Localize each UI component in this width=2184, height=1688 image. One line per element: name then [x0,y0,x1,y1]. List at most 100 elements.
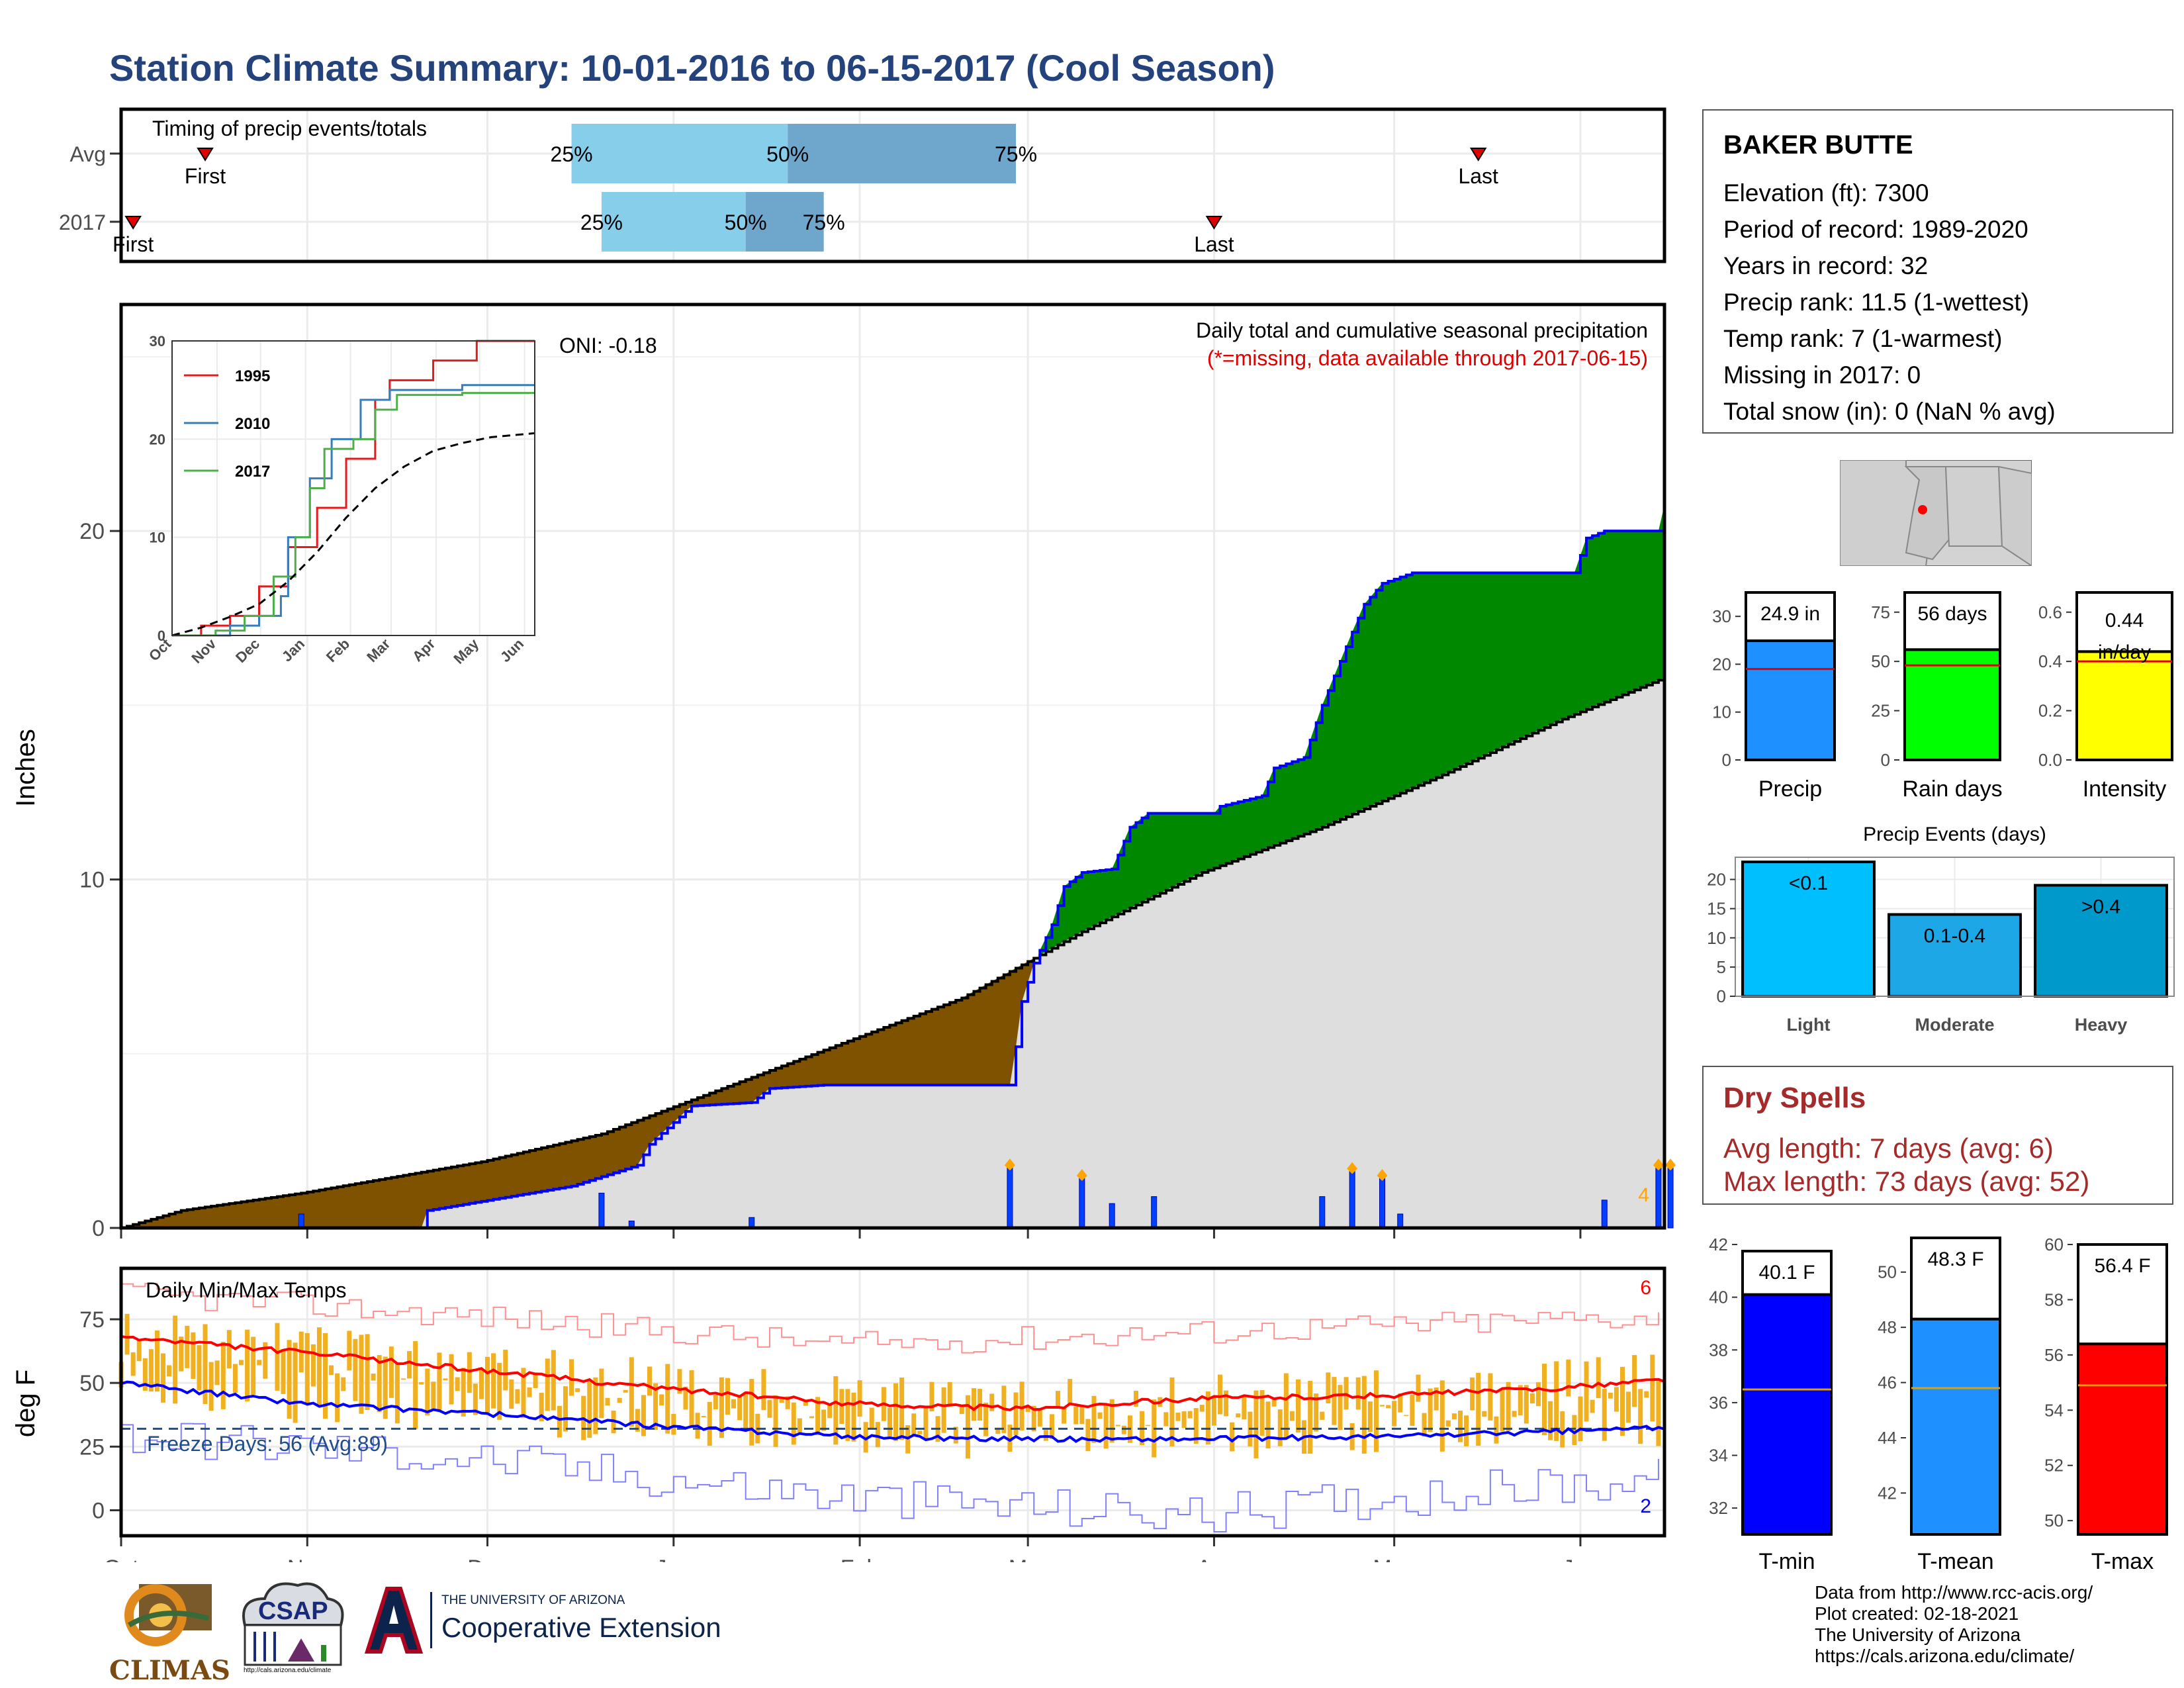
temp-daily-bar [497,1362,502,1420]
events-category-label: Light [1787,1015,1831,1035]
temp-daily-bar [1428,1388,1433,1432]
temp-summary-ytick-label: 36 [1709,1393,1728,1413]
temp-summary-ytick-label: 58 [2044,1289,2064,1309]
temp-daily-bar [1656,1380,1661,1446]
summary-value: 56 days [1917,603,1987,625]
temp-daily-bar [1398,1393,1403,1413]
temp-summary-ytick-label: 56 [2044,1345,2064,1365]
events-ytick-label: 5 [1717,957,1726,977]
temp-daily-bar [208,1362,214,1411]
temp-daily-bar [635,1409,640,1432]
temp-daily-bar [478,1368,484,1399]
temp-daily-bar [185,1325,190,1368]
csap-text: CSAP [258,1597,328,1625]
temp-daily-bar [779,1399,784,1403]
csap-logo: CSAP http://cals.arizona.edu/climate [232,1579,351,1678]
temp-daily-bar [653,1383,659,1430]
temp-daily-bar [1638,1389,1643,1444]
temp-summary-ytick-label: 42 [1709,1235,1728,1254]
summary-ytick-label: 0.6 [2038,602,2062,622]
temp-daily-bar [455,1377,460,1391]
timing-marker-label: Last [1458,164,1498,188]
ua-block-a-icon [364,1587,424,1654]
summary-label-box [1745,591,1836,643]
temp-daily-bar [383,1356,388,1419]
temp-daily-bar [875,1422,880,1448]
summary-ytick-label: 75 [1871,602,1890,622]
temp-daily-bar [1650,1354,1655,1422]
temp-daily-bar [124,1313,130,1355]
timing-pct-label: 75% [995,142,1037,166]
temp-daily-bar [521,1368,526,1419]
ua-big-text: Cooperative Extension [441,1612,721,1643]
inset-legend-label: 2010 [235,415,270,433]
temp-daily-bar [1560,1411,1565,1448]
temp-daily-bar [154,1330,159,1392]
temp-daily-bar [214,1360,220,1385]
temp-daily-bar [443,1378,448,1381]
temp-daily-bar [197,1345,202,1391]
timing-frame [119,107,1666,263]
station-stat: Total snow (in): 0 (NaN % avg) [1723,398,2056,425]
temp-daily-bar [179,1336,184,1372]
temp-daily-bar [1205,1391,1210,1445]
temp-daily-bar [503,1349,508,1391]
summary-value: in/day [2098,641,2151,663]
timing-label: Timing of precip events/totals [152,117,427,140]
temp-frame [119,1266,1666,1538]
temp-daily-bar [293,1342,298,1423]
summary-bar [1745,639,1836,761]
temp-daily-bar [731,1399,737,1409]
events-ytick-label: 10 [1707,928,1726,948]
timing-marker-icon [1205,216,1223,230]
temp-ytick-label: 50 [79,1371,105,1396]
temp-summary-bar [2077,1342,2168,1536]
events-bar [2034,884,2168,998]
temp-min-avg-line [120,1380,1665,1443]
temp-daily-bar [989,1393,995,1411]
temp-daily-bar [647,1366,653,1396]
temp-ytick-label: 0 [92,1499,105,1524]
temp-daily-bar [1410,1394,1415,1426]
temp-summary-ytick-label: 34 [1709,1446,1728,1466]
temp-daily-bar [287,1340,292,1419]
temp-daily-bar [899,1378,905,1440]
temp-daily-bar [1211,1396,1216,1426]
timing-marker-label: Last [1194,232,1234,256]
temp-daily-bar [665,1364,670,1434]
temp-daily-bar [220,1341,226,1409]
temp-ytick-label: 25 [79,1434,105,1460]
temp-summary-ytick-label: 38 [1709,1340,1728,1360]
timing-bar-q25-q50 [571,124,788,183]
temp-daily-bar [821,1409,827,1431]
precip-record-marker [1347,1162,1358,1174]
temp-daily-bar [148,1349,154,1392]
temp-daily-bar [1500,1388,1505,1432]
temp-daily-bar [1224,1390,1229,1417]
summary-ytick-label: 50 [1871,651,1890,671]
month-tick-label: Apr [1197,1556,1232,1562]
temp-daily-bar [1031,1405,1036,1432]
temp-daily-bar [130,1352,136,1376]
events-title: Precip Events (days) [1863,823,2046,845]
temp-summary-ytick-label: 32 [1709,1498,1728,1518]
temp-summary-ytick-label: 48 [1878,1317,1897,1337]
temp-daily-bar [1338,1385,1343,1430]
temp-daily-bar [1386,1405,1391,1409]
precip-record-marker [1076,1169,1087,1182]
temp-daily-bar [1494,1416,1499,1444]
temp-bars-chart: 40.1 F 32 34 36 38 40 42 T-min 48.3 F 42 44 46 48 50 T… [1709,1235,2168,1574]
temp-record-high-line [121,1283,1659,1354]
freeze-days-label: Freeze Days: 56 (Avg:89) [147,1432,388,1456]
temp-daily-bar [1289,1411,1295,1421]
temp-record-low-line [121,1423,1659,1532]
station-stat: Missing in 2017: 0 [1723,361,1921,389]
precip-daily-bar [298,1213,304,1229]
temp-daily-bar [539,1393,544,1422]
temp-daily-bar [142,1358,148,1391]
temp-daily-bar [485,1356,490,1413]
summary-value: 0.44 [2105,610,2144,632]
temp-daily-bar [191,1332,196,1380]
temp-summary-bar-label: T-max [2091,1549,2154,1574]
temp-summary-ytick-label: 44 [1878,1428,1897,1448]
